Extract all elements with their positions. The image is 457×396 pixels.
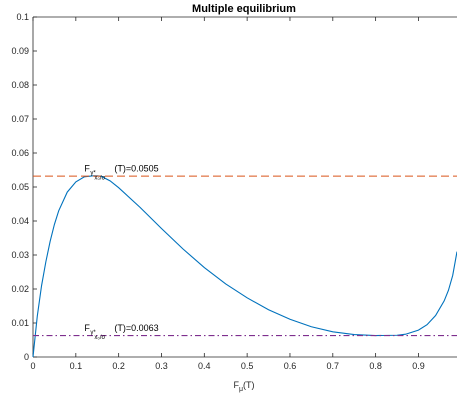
series-line-0 [32,175,457,358]
annotation-main: F [84,323,90,333]
annotation-sub2: x₀/σ [94,335,105,341]
x-axis-label: Fμ(T) [233,380,254,393]
y-tick-label: 0.01 [11,318,29,328]
x-tick-label: 0.1 [70,361,83,371]
x-tick-label: 0.5 [241,361,254,371]
y-tick-label: 0.02 [11,284,29,294]
x-tick-label: 0.3 [155,361,168,371]
y-tick-label: 0.08 [11,80,29,90]
y-tick-label: 0 [24,352,29,362]
y-axis: 0 0.01 0.02 0.03 0.04 0.05 0.06 0.07 0.08 0.09 0.1 [11,12,37,362]
plot-area [32,16,457,358]
annotation-main: F [84,164,90,174]
x-axis: 0 0.1 0.2 0.3 0.4 0.5 0.6 0.7 0.8 0.9 [30,17,425,371]
annotation-suffix: (T)=0.0063 [114,323,158,333]
annotation-suffix: (T)=0.0505 [114,164,158,174]
y-tick-label: 0.03 [11,250,29,260]
annotation-sub: γ* [90,171,96,177]
plot-background [33,17,457,357]
x-tick-label: 0.9 [412,361,425,371]
annotation-sub2: x₀/σ [94,176,105,182]
x-tick-label: 0.7 [327,361,340,371]
annotation-sub: γ* [90,330,96,336]
y-tick-label: 0.04 [11,216,29,226]
chart-title: Multiple equilibrium [192,3,296,15]
y-tick-label: 0.06 [11,148,29,158]
x-tick-label: 0.4 [198,361,211,371]
series-layer [32,175,457,358]
y-tick-label: 0.05 [11,182,29,192]
y-tick-label: 0.1 [16,12,29,22]
y-tick-label: 0.07 [11,114,29,124]
y-tick-label: 0.09 [11,46,29,56]
x-tick-label: 0.2 [112,361,125,371]
x-tick-label: 0 [30,361,35,371]
x-tick-label: 0.6 [284,361,297,371]
x-tick-label: 0.8 [369,361,382,371]
